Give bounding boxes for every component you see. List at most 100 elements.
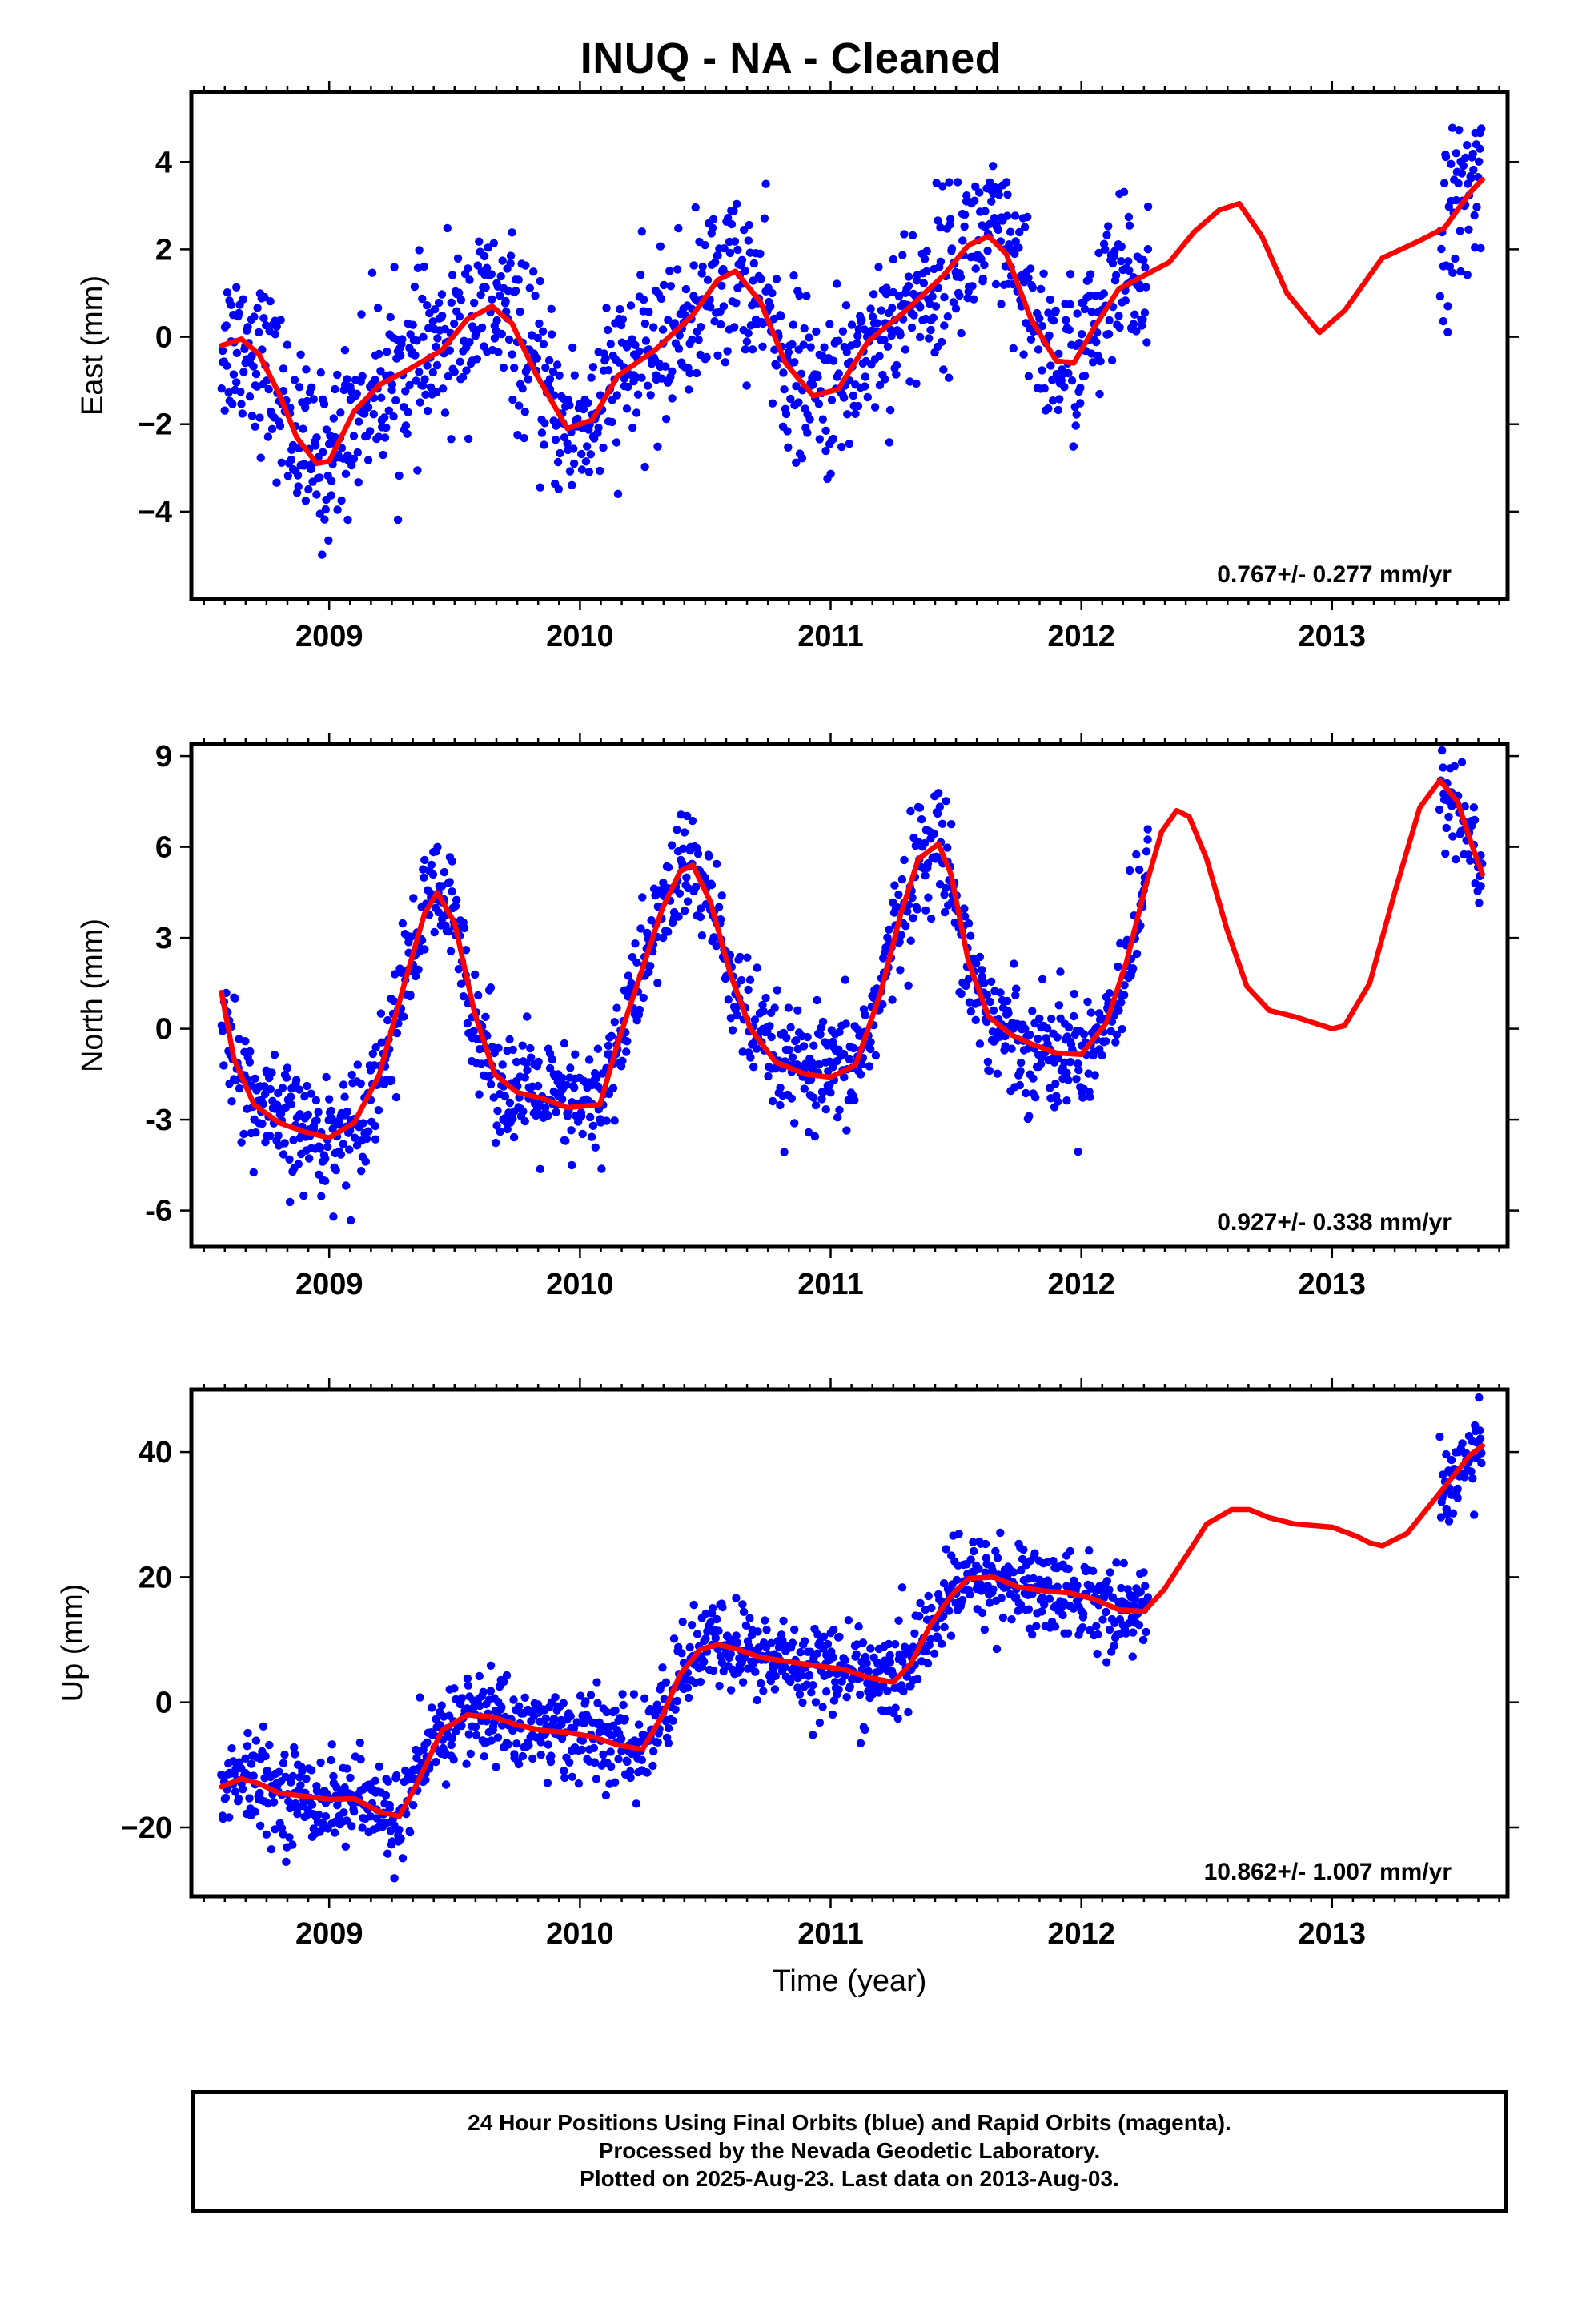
data-point [849, 391, 858, 400]
data-point [392, 1028, 401, 1038]
data-point [460, 923, 469, 933]
data-point [275, 1767, 283, 1776]
data-point [449, 1755, 458, 1764]
data-point [544, 1740, 552, 1749]
data-point [272, 478, 281, 487]
data-point [698, 262, 707, 271]
data-point [685, 1642, 694, 1652]
y-tick-label: -3 [145, 1104, 172, 1137]
data-point [243, 1742, 251, 1751]
data-point [349, 432, 359, 440]
data-point [443, 223, 452, 233]
data-point [926, 325, 935, 335]
data-point [358, 372, 367, 380]
data-point [978, 966, 986, 975]
data-point [1134, 865, 1144, 875]
data-point [612, 391, 621, 400]
data-point [710, 317, 719, 326]
data-point [454, 965, 464, 974]
data-point [927, 1603, 936, 1613]
data-point [983, 247, 992, 255]
data-point [513, 431, 522, 440]
data-point [897, 1657, 907, 1666]
data-point [1078, 330, 1086, 339]
data-point [741, 1621, 751, 1630]
data-point [955, 291, 964, 300]
data-point [1117, 998, 1126, 1007]
data-point [1470, 1510, 1479, 1519]
data-point [765, 1022, 774, 1031]
data-point [1045, 1594, 1054, 1603]
data-point [432, 342, 440, 352]
data-point [319, 448, 327, 456]
data-point [989, 1585, 998, 1594]
data-point [461, 946, 471, 955]
data-point [861, 1725, 869, 1735]
data-point [1028, 1007, 1037, 1015]
data-point [578, 1736, 587, 1745]
footer-box: 24 Hour Positions Using Final Orbits (bl… [191, 2090, 1508, 2213]
data-point [547, 304, 556, 313]
data-point [251, 1074, 259, 1084]
data-point [1128, 1652, 1137, 1661]
data-point [374, 1106, 383, 1115]
x-tick-label: 2011 [797, 620, 863, 653]
data-point [649, 323, 658, 332]
data-point [522, 1059, 531, 1068]
data-point [377, 393, 386, 402]
data-point [610, 1018, 619, 1027]
data-point [398, 335, 407, 344]
data-point [933, 809, 942, 818]
data-point [252, 382, 262, 391]
data-point [916, 303, 925, 312]
data-point [986, 997, 994, 1007]
data-point [849, 1043, 858, 1053]
data-point [383, 1777, 392, 1786]
data-point [523, 1012, 532, 1021]
data-point [551, 1693, 560, 1702]
data-point [675, 889, 685, 898]
data-point [290, 376, 299, 384]
data-point [685, 385, 693, 394]
data-point [302, 1775, 311, 1783]
data-point [817, 1095, 826, 1104]
data-point [706, 303, 715, 312]
data-point [896, 966, 905, 975]
data-point [1087, 308, 1096, 316]
data-point [753, 1695, 761, 1705]
data-point [717, 320, 725, 329]
data-point [917, 1657, 926, 1666]
data-point [941, 883, 950, 893]
data-point [713, 251, 722, 260]
data-point [591, 1143, 600, 1152]
data-point [465, 275, 474, 284]
data-point [386, 312, 395, 322]
data-point [1451, 254, 1460, 263]
data-point [857, 316, 866, 324]
data-point [342, 1181, 351, 1190]
data-point [420, 873, 428, 883]
data-point [1009, 344, 1018, 353]
data-point [610, 1116, 619, 1125]
data-point [479, 1687, 488, 1696]
data-point [604, 1089, 613, 1099]
data-point [421, 390, 430, 399]
data-point [1120, 981, 1129, 990]
data-point [1011, 237, 1020, 246]
data-point [717, 891, 726, 900]
data-point [538, 327, 548, 336]
data-point [944, 373, 954, 382]
data-point [524, 1741, 533, 1750]
data-point [618, 1056, 627, 1066]
data-point [229, 370, 239, 379]
data-point [742, 337, 752, 346]
data-point [626, 1773, 635, 1783]
data-point [1015, 227, 1024, 237]
data-point [803, 428, 812, 437]
data-point [464, 1730, 473, 1739]
data-point [239, 368, 248, 376]
data-point [237, 1138, 246, 1147]
data-point [540, 440, 548, 449]
data-point [1108, 1593, 1118, 1602]
data-point [709, 933, 718, 942]
